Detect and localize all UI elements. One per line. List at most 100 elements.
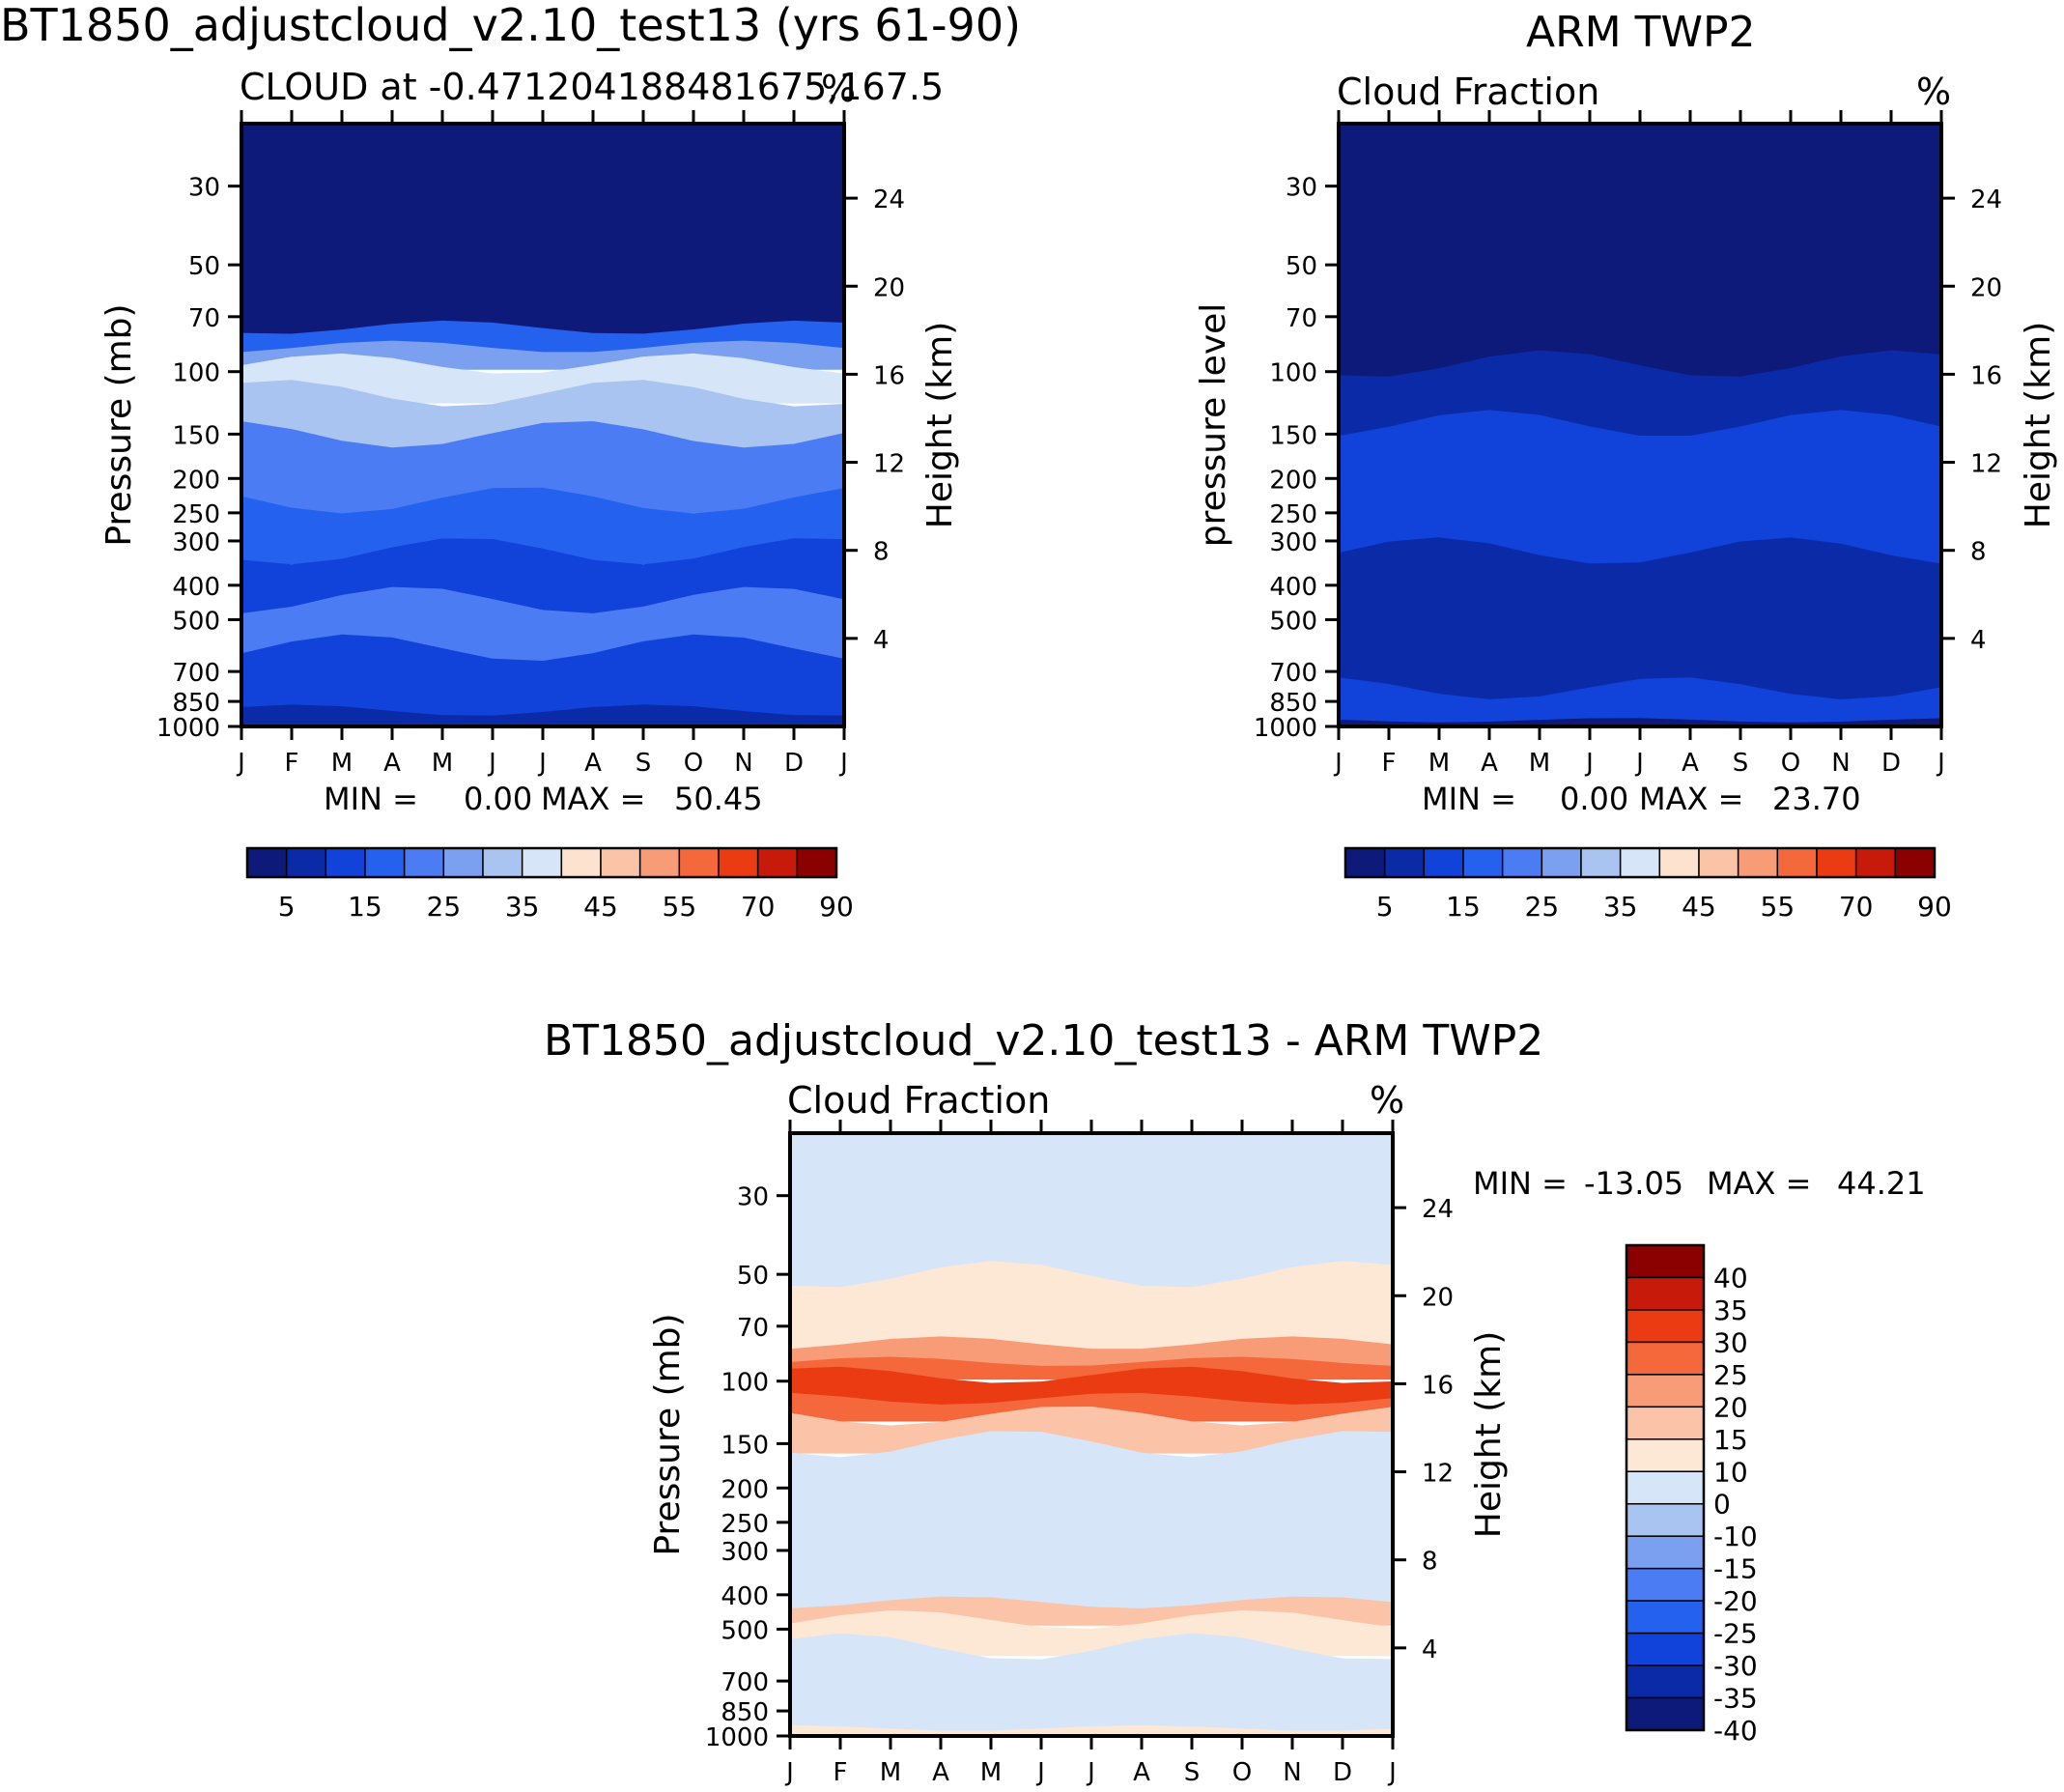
obs-colorbar: 5 15 25 35 45 55 70 90	[1343, 846, 1952, 923]
colorbar-swatch	[1626, 1664, 1705, 1699]
colorbar-frame	[1625, 1243, 1706, 1732]
x-tick-label: M	[880, 1758, 901, 1787]
colorbar-label: 35	[505, 891, 540, 923]
diff-title: BT1850_adjustcloud_v2.10_test13 - ARM TW…	[544, 1016, 1543, 1066]
colorbar-label: 20	[1713, 1391, 1748, 1423]
pressure-tick-label: 200	[1269, 466, 1317, 495]
pressure-tick-label: 100	[721, 1369, 769, 1398]
pressure-tick-label: 400	[721, 1582, 769, 1611]
colorbar-swatch	[638, 847, 681, 878]
colorbar-label: 55	[663, 891, 697, 923]
colorbar-label: -40	[1713, 1715, 1758, 1747]
contour-band	[241, 124, 844, 341]
colorbar-swatch	[1501, 847, 1543, 878]
colorbar-swatch	[1816, 847, 1857, 878]
colorbar-swatch	[1776, 847, 1818, 878]
x-tick-label: J	[487, 749, 496, 778]
diff-subtitle: Cloud Fraction	[787, 1079, 1050, 1122]
height-tick-label: 12	[1970, 450, 2002, 479]
pressure-tick-label: 500	[1269, 607, 1317, 636]
colorbar-label: 90	[1917, 891, 1952, 923]
colorbar-swatch	[1626, 1600, 1705, 1635]
colorbar-swatch	[1854, 847, 1897, 878]
colorbar-label: 5	[1376, 891, 1394, 923]
colorbar-swatch	[678, 847, 720, 878]
colorbar-swatch	[1626, 1309, 1705, 1344]
height-tick-label: 8	[1970, 538, 1987, 567]
colorbar-swatch	[482, 847, 523, 878]
pressure-tick-label: 250	[172, 500, 220, 529]
colorbar-label: -30	[1713, 1650, 1758, 1682]
colorbar-swatch	[1737, 847, 1779, 878]
x-tick-label: D	[1881, 749, 1901, 778]
diff-max-label: MAX =	[1707, 1165, 1811, 1202]
x-tick-label: N	[1283, 1758, 1301, 1787]
colorbar-swatch	[560, 847, 602, 878]
obs-units: %	[1916, 71, 1951, 113]
x-tick-label: J	[1086, 1758, 1095, 1787]
x-tick-label: J	[1333, 749, 1343, 778]
x-tick-label: A	[1133, 1758, 1150, 1787]
height-tick-label: 16	[1422, 1371, 1454, 1400]
pressure-tick-label: 200	[721, 1475, 769, 1504]
x-tick-label: D	[784, 749, 804, 778]
colorbar-label: 90	[819, 891, 854, 923]
contour-band	[241, 487, 844, 565]
diff-units: %	[1370, 1079, 1404, 1122]
x-tick-label: J	[1387, 1758, 1397, 1787]
obs-min-value: 0.00	[1560, 781, 1628, 817]
colorbar-label: 30	[1713, 1326, 1748, 1358]
colorbar-swatch	[325, 847, 366, 878]
pressure-tick-label: 150	[1269, 421, 1317, 450]
pressure-tick-label: 300	[721, 1538, 769, 1567]
pressure-tick-label: 500	[721, 1616, 769, 1645]
contour-band	[790, 1633, 1393, 1736]
x-tick-label: F	[285, 749, 299, 778]
pressure-tick-label: 30	[737, 1183, 769, 1212]
colorbar-swatch	[756, 847, 799, 878]
colorbar-label: 15	[1713, 1424, 1748, 1456]
contour-band	[790, 1133, 1393, 1289]
x-tick-label: N	[734, 749, 752, 778]
diff-y2label: Height (km)	[1469, 1331, 1509, 1538]
x-tick-label: A	[1481, 749, 1498, 778]
colorbar-label: 25	[1713, 1359, 1748, 1391]
contour-band	[790, 1724, 1393, 1736]
colorbar-swatch	[1626, 1244, 1705, 1279]
height-tick-label: 24	[1970, 185, 2002, 214]
colorbar-swatch	[403, 847, 445, 878]
contour-band	[1339, 677, 1941, 726]
colorbar-label: 25	[1525, 891, 1560, 923]
pressure-tick-label: 700	[721, 1668, 769, 1697]
colorbar-swatch	[1626, 1341, 1705, 1376]
contour-band	[1339, 410, 1941, 565]
contour-band	[241, 704, 844, 726]
x-tick-label: O	[1232, 1758, 1252, 1787]
colorbar-label: 55	[1761, 891, 1795, 923]
height-tick-label: 20	[873, 273, 905, 302]
pressure-tick-label: 300	[172, 528, 220, 557]
x-tick-label: J	[537, 749, 547, 778]
x-tick-label: A	[383, 749, 401, 778]
diff-panel: BT1850_adjustcloud_v2.10_test13 - ARM TW…	[544, 1016, 1926, 1787]
colorbar-swatch	[1626, 1632, 1705, 1666]
x-tick-label: J	[784, 1758, 794, 1787]
colorbar-swatch	[1626, 1276, 1705, 1311]
contour-band	[1339, 718, 1941, 726]
x-tick-label: O	[684, 749, 703, 778]
height-tick-label: 4	[1970, 626, 1987, 655]
pressure-tick-label: 50	[737, 1262, 769, 1291]
pressure-tick-label: 700	[172, 659, 220, 688]
x-tick-label: J	[1634, 749, 1644, 778]
contour-band	[241, 420, 844, 514]
pressure-tick-label: 70	[1286, 304, 1317, 333]
colorbar-label: -10	[1713, 1521, 1758, 1552]
colorbar-label: -35	[1713, 1683, 1758, 1715]
colorbar-label: 5	[278, 891, 296, 923]
pressure-tick-label: 1000	[1254, 714, 1317, 743]
pressure-tick-label: 1000	[156, 714, 220, 743]
obs-panel: ARM TWP2 Cloud Fraction % J F M A M J J A S O N D J 3…	[1194, 8, 2058, 923]
